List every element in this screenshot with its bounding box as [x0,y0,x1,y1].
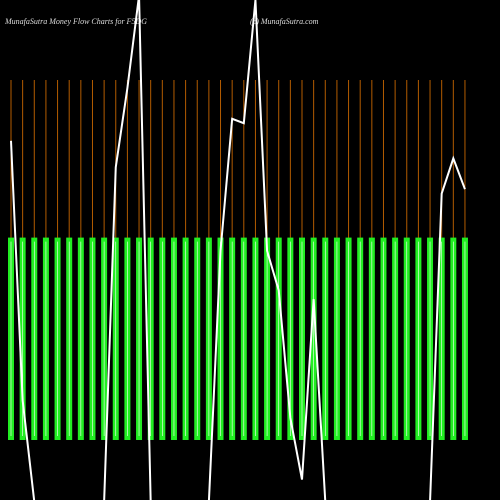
chart-title: MunafaSutra Money Flow Charts for F5DG [4,17,147,26]
chart-subtitle: (c) MunafaSutra.com [250,17,319,26]
plot [8,0,468,500]
money-flow-line [10,0,466,500]
